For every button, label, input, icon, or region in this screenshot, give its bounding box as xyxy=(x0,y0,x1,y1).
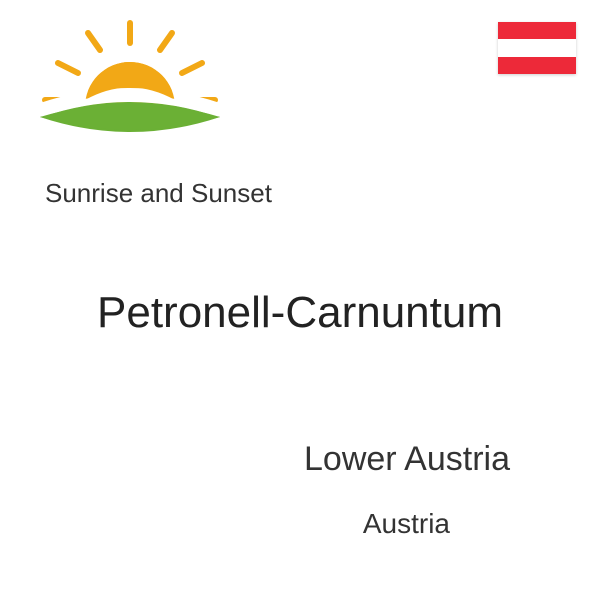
country-label: Austria xyxy=(363,508,450,540)
flag-stripe-middle xyxy=(498,39,576,56)
city-label: Petronell-Carnuntum xyxy=(97,288,503,338)
austria-flag xyxy=(498,22,576,74)
flag-stripe-top xyxy=(498,22,576,39)
flag-stripe-bottom xyxy=(498,57,576,74)
sunrise-icon xyxy=(30,15,230,155)
region-label: Lower Austria xyxy=(304,440,510,479)
sunrise-logo xyxy=(30,15,230,155)
page-title: Sunrise and Sunset xyxy=(45,178,272,209)
